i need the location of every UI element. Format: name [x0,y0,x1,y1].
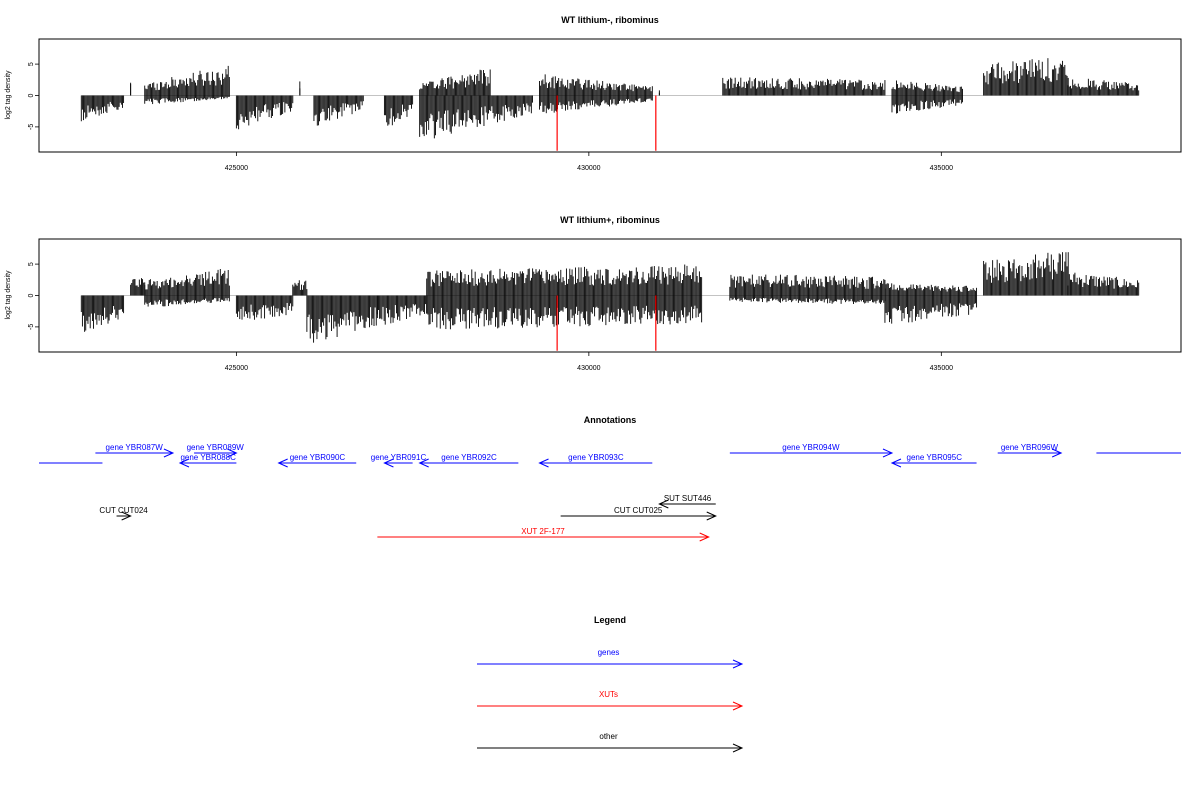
legend-items: genes XUTs other [477,648,742,752]
feature-label: gene YBR095C [907,453,963,462]
x-tick-label: 425000 [225,365,248,372]
bar-group [81,252,1138,342]
track-panel-lithium-minus: WT lithium-, ribominus log2 tag density … [0,0,1200,180]
y-ticks: -5 0 5 [28,262,39,330]
feature-label: gene YBR093C [568,453,624,462]
feature-label: CUT CUT025 [614,506,663,515]
legend-panel: Legend genes XUTs other [0,600,1200,790]
y-axis-label: log2 tag density [5,70,12,120]
x-tick-label: 430000 [577,165,600,172]
feature-label: gene YBR090C [290,453,346,462]
legend-label: other [599,732,618,741]
feature-label: gene YBR092C [441,453,497,462]
feature-label: gene YBR096W [1001,443,1059,452]
y-tick-label: 0 [28,93,35,97]
x-ticks: 425000 430000 435000 [225,152,953,172]
feature-label: gene YBR091C [371,453,427,462]
feature-label: CUT CUT024 [99,506,148,515]
y-tick-label: 0 [28,293,35,297]
feature-label: SUT SUT446 [664,494,712,503]
legend-title: Legend [594,615,626,625]
legend-label: genes [598,648,620,657]
x-ticks: 425000 430000 435000 [225,352,953,372]
feature-label: XUT 2F-177 [521,527,565,536]
feature-label: gene YBR094W [782,443,840,452]
annotations-title: Annotations [584,415,637,425]
x-tick-label: 430000 [577,365,600,372]
y-ticks: -5 0 5 [28,62,39,130]
y-tick-label: 5 [28,62,35,66]
track-title: WT lithium-, ribominus [561,15,659,25]
feature-label: gene YBR088C [180,453,236,462]
track-panel-lithium-plus: WT lithium+, ribominus log2 tag density … [0,200,1200,380]
feature-label: gene YBR089W [187,443,245,452]
x-tick-label: 435000 [930,165,953,172]
x-tick-label: 425000 [225,165,248,172]
y-tick-label: -5 [28,124,35,130]
bar-group [81,58,1138,138]
y-tick-label: -5 [28,324,35,330]
feature-label: gene YBR087W [106,443,164,452]
y-tick-label: 5 [28,262,35,266]
y-axis-label: log2 tag density [5,270,12,320]
x-tick-label: 435000 [930,365,953,372]
track-title: WT lithium+, ribominus [560,215,660,225]
legend-label: XUTs [599,690,618,699]
